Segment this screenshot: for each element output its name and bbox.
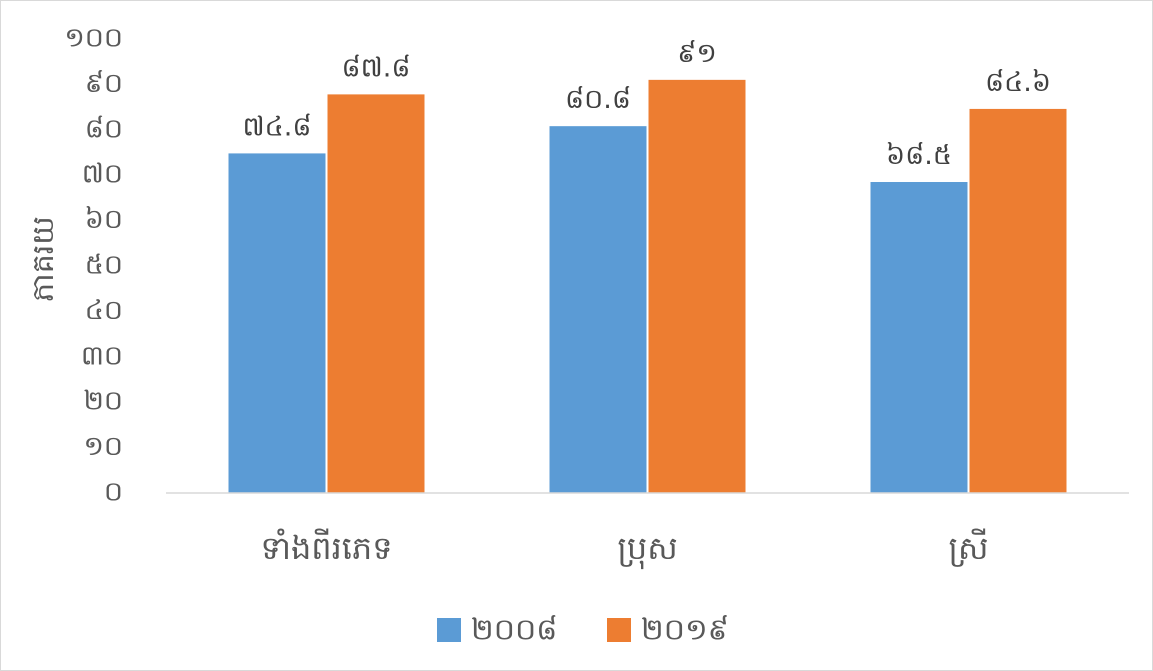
y-tick-label: ៩០ xyxy=(85,68,123,99)
bar-series-0-cat-0 xyxy=(228,153,326,493)
category-label: ប្រុស xyxy=(617,529,677,570)
bar-series-0-cat-1 xyxy=(549,126,647,493)
data-label: ៦៨.៥ xyxy=(886,140,952,171)
data-label: ៨៧.៨ xyxy=(342,52,411,83)
y-tick-label: ១០ xyxy=(83,431,123,462)
y-tick-label: ០ xyxy=(104,477,123,508)
data-label: ៧៤.៨ xyxy=(243,111,312,142)
y-tick-label: ៥០ xyxy=(85,250,123,281)
bar-series-1-cat-2 xyxy=(969,108,1067,493)
legend-label: ២០០៨ xyxy=(471,613,557,648)
y-tick-label: ៣០ xyxy=(81,340,123,371)
y-tick-label: ៦០ xyxy=(85,204,123,235)
bar-series-1-cat-1 xyxy=(648,79,746,494)
legend: ២០០៨ ២០១៩ xyxy=(437,613,729,648)
legend-swatch xyxy=(607,618,631,642)
legend-label: ២០១៩ xyxy=(641,613,729,648)
y-tick-label: ៨០ xyxy=(85,113,123,144)
category-label: ទាំងពីរភេទ xyxy=(260,528,392,567)
y-axis-ticks: ០ ១០ ២០ ៣០ ៤០ ៥០ ៦០ ៧០ ៨០ ៩០ ១០០ xyxy=(64,23,123,508)
bars xyxy=(228,79,1067,494)
y-tick-label: ២០ xyxy=(83,386,123,417)
category-label: ស្រី xyxy=(949,528,989,567)
y-tick-label: ៤០ xyxy=(85,295,123,326)
bar-series-1-cat-0 xyxy=(327,94,425,493)
y-axis-title: ភាគរយ xyxy=(26,216,61,302)
data-label: ៨០.៨ xyxy=(565,84,631,115)
bar-series-0-cat-2 xyxy=(870,182,968,493)
data-label: ៩១ xyxy=(677,38,717,69)
legend-swatch xyxy=(437,618,461,642)
y-tick-label: ១០០ xyxy=(64,23,123,54)
data-label: ៨៤.៦ xyxy=(985,67,1051,98)
y-tick-label: ៧០ xyxy=(82,159,123,190)
category-labels: ទាំងពីរភេទ ប្រុស ស្រី xyxy=(260,528,988,570)
